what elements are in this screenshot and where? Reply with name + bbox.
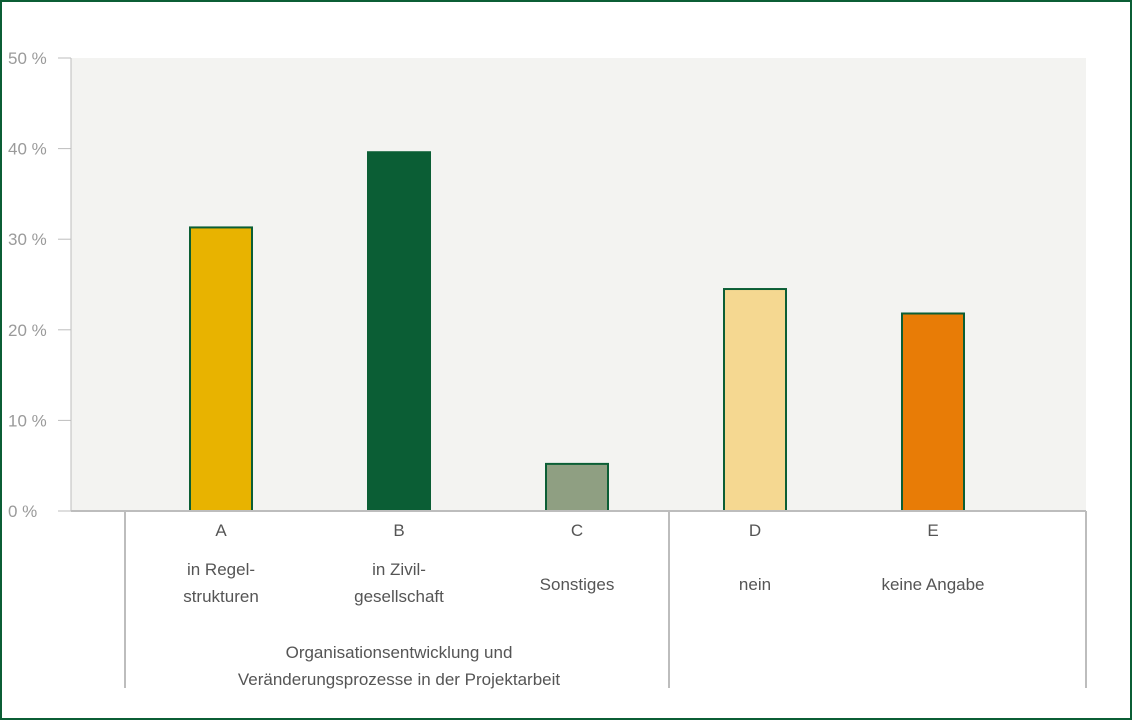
- y-axis-ticks: 0 % 10 % 20 % 30 % 40 % 50 %: [8, 49, 71, 521]
- y-tick-label: 20 %: [8, 321, 47, 340]
- y-tick-label: 30 %: [8, 230, 47, 249]
- category-letter-C: C: [571, 521, 583, 540]
- category-label-C: Sonstiges: [540, 575, 615, 594]
- category-letter-B: B: [393, 521, 404, 540]
- bar-D: [723, 288, 787, 512]
- category-label-A: strukturen: [183, 587, 259, 606]
- category-letter-A: A: [215, 521, 227, 540]
- group-label-line: Organisationsentwicklung und: [286, 643, 513, 662]
- group-label-line: Veränderungsprozesse in der Projektarbei…: [238, 670, 561, 689]
- category-label-B: in Zivil-: [372, 560, 426, 579]
- y-tick-label: 0 %: [8, 502, 37, 521]
- bar-C: [545, 462, 609, 512]
- category-label-E: keine Angabe: [881, 575, 984, 594]
- bar-A: [189, 226, 253, 512]
- category-letter-E: E: [927, 521, 938, 540]
- bar-E: [901, 312, 965, 512]
- y-tick-label: 50 %: [8, 49, 47, 68]
- bar-B: [367, 151, 431, 512]
- category-label-A: in Regel-: [187, 560, 255, 579]
- y-tick-label: 10 %: [8, 411, 47, 430]
- category-label-B: gesellschaft: [354, 587, 444, 606]
- y-tick-label: 40 %: [8, 140, 47, 159]
- bars: [189, 151, 965, 512]
- group-label: Organisationsentwicklung und Veränderungs…: [238, 643, 561, 689]
- category-label-D: nein: [739, 575, 771, 594]
- axes: [70, 58, 1087, 688]
- category-letter-D: D: [749, 521, 761, 540]
- category-labels: Ain Regel-strukturen Bin Zivil-gesellscha…: [183, 521, 984, 606]
